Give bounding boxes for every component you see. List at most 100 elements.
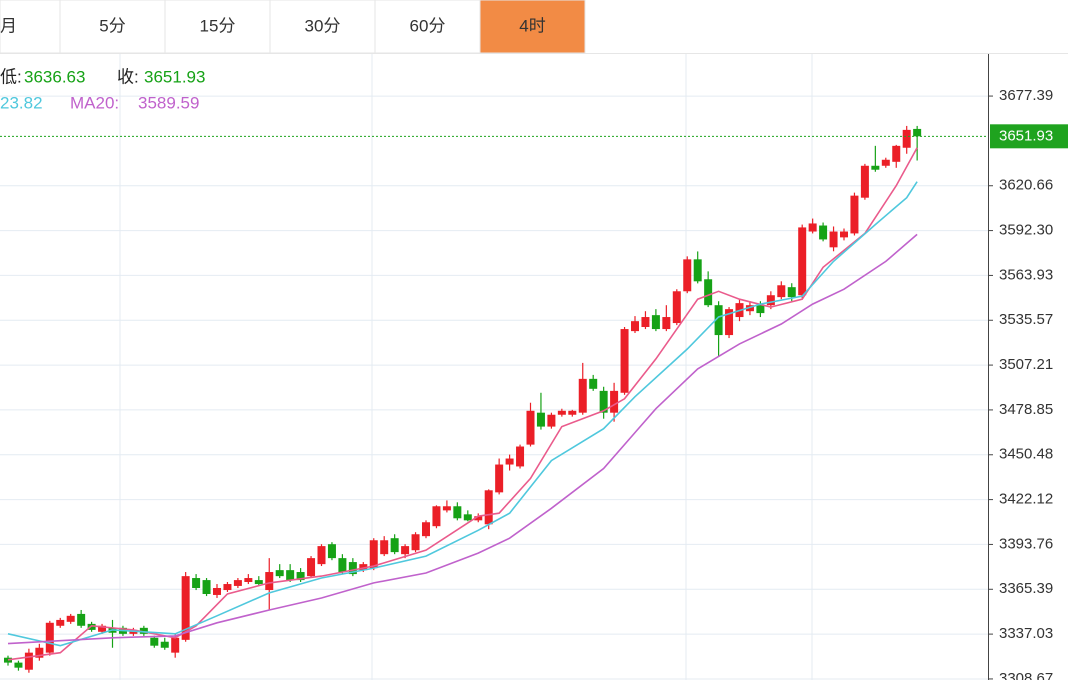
candle-body <box>359 564 368 571</box>
tab[interactable] <box>59 0 166 54</box>
candle-body <box>860 165 869 198</box>
candle-body <box>160 641 169 648</box>
close-value: 3651.93 <box>144 67 205 86</box>
candle-body <box>35 647 44 658</box>
low-label: 低: <box>0 67 22 86</box>
candle-body <box>233 580 242 586</box>
candle-body <box>442 506 451 511</box>
candle-body <box>829 231 838 248</box>
ma-line <box>7 233 918 645</box>
candle-body <box>484 490 493 525</box>
y-tick-label: 3592.30 <box>999 222 1053 239</box>
y-tick-label: 3507.21 <box>999 356 1053 373</box>
candle-body <box>578 378 587 413</box>
y-tick-label: 3620.66 <box>999 177 1053 194</box>
candle-body <box>871 165 880 170</box>
candle-body <box>390 538 399 553</box>
candle-body <box>777 285 786 298</box>
y-tick-label: 3677.39 <box>999 87 1053 104</box>
candle-body <box>192 578 201 588</box>
candle-body <box>4 657 12 663</box>
candle-body <box>798 227 807 296</box>
tab-label: 30分 <box>305 16 341 35</box>
candle-body <box>453 506 462 519</box>
candle-body <box>14 662 23 668</box>
candle-body <box>380 540 389 555</box>
candle-body <box>808 223 817 232</box>
candle-body <box>683 259 692 292</box>
low-value: 3636.63 <box>24 67 85 86</box>
candle-body <box>66 615 75 622</box>
candle-body <box>202 580 211 595</box>
ma20-value: 3589.59 <box>138 93 199 112</box>
candle-body <box>620 329 629 393</box>
y-tick-label: 3478.85 <box>999 401 1053 418</box>
y-tick-label: 3308.67 <box>999 670 1053 680</box>
candle-body <box>77 613 86 626</box>
candle-body <box>589 378 598 389</box>
candle-body <box>505 458 514 465</box>
candle-body <box>338 558 347 573</box>
candle-body <box>254 580 263 585</box>
candle-body <box>495 464 504 493</box>
candle-body <box>317 546 326 565</box>
candle-body <box>881 159 890 166</box>
candle-body <box>819 225 828 240</box>
candle-body <box>892 145 901 162</box>
candle-body <box>327 544 336 559</box>
tab[interactable] <box>374 0 481 54</box>
tab-label: 4时 <box>519 16 545 35</box>
candle-body <box>474 516 483 521</box>
candle-body <box>56 619 65 626</box>
candle-body <box>840 231 848 238</box>
candle-body <box>756 305 765 314</box>
candle-body <box>275 570 284 577</box>
y-tick-label: 3535.57 <box>999 311 1053 328</box>
last-price-label: 3651.93 <box>999 127 1053 144</box>
candle-body <box>411 534 420 551</box>
candle-body <box>463 514 472 521</box>
tab-label: 月 <box>0 16 17 35</box>
ma-line <box>7 181 918 647</box>
candle-body <box>526 410 535 445</box>
candle-body <box>213 587 221 595</box>
y-tick-label: 3365.39 <box>999 580 1053 597</box>
candle-body <box>693 259 702 282</box>
tab[interactable] <box>164 0 271 54</box>
candle-body <box>171 637 180 653</box>
candle-body <box>516 446 525 467</box>
candle-body <box>348 562 357 575</box>
candle-body <box>651 315 660 330</box>
y-tick-label: 3393.76 <box>999 535 1053 552</box>
last-price-box <box>990 124 1068 149</box>
y-tick-label: 3450.48 <box>999 446 1053 463</box>
candle-body <box>432 506 441 527</box>
tab-label: 5分 <box>99 16 125 35</box>
candle-body <box>745 305 754 312</box>
candle-body <box>714 305 723 336</box>
ma10-value: 23.82 <box>0 93 43 112</box>
candle-body <box>725 309 734 336</box>
tab-label: 15分 <box>200 16 236 35</box>
candle-body <box>672 291 681 324</box>
candle-body <box>704 279 713 306</box>
candle-body <box>307 558 316 577</box>
candle-body <box>265 572 274 591</box>
y-tick-label: 3422.12 <box>999 491 1053 508</box>
candle-body <box>641 317 650 328</box>
candle-body <box>557 410 566 415</box>
candle-body <box>150 637 159 646</box>
candle-body <box>296 572 305 581</box>
candle-body <box>547 414 556 427</box>
candle-body <box>24 652 33 670</box>
candle-body <box>139 627 148 634</box>
candle-body <box>599 390 608 413</box>
candle-body <box>766 295 775 306</box>
y-tick-label: 3563.93 <box>999 266 1053 283</box>
ma20-label: MA20: <box>70 93 119 112</box>
candle-body <box>223 584 232 591</box>
tab[interactable] <box>479 0 586 54</box>
